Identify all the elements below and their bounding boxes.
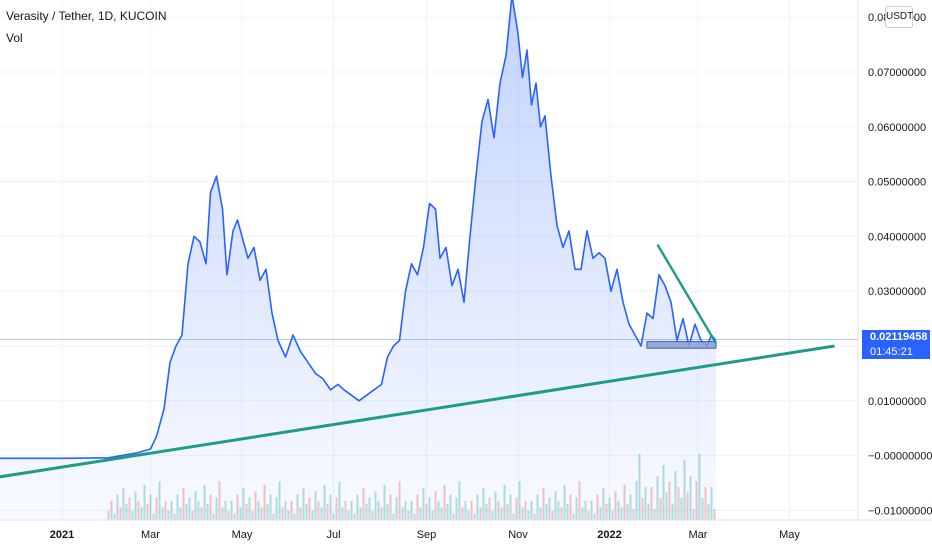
x-tick-label: Sep xyxy=(417,529,437,541)
current-price-tag: 0.02119458 xyxy=(862,330,930,345)
trendline-support[interactable] xyxy=(0,344,835,480)
x-tick-label: May xyxy=(779,529,800,541)
x-tick-label: 2021 xyxy=(50,529,74,541)
x-tick-label: Jul xyxy=(326,529,340,541)
price-line xyxy=(0,0,717,460)
x-tick-label: May xyxy=(232,529,253,541)
volume-indicator-label[interactable]: Vol xyxy=(6,31,23,45)
symbol-title[interactable]: Verasity / Tether, 1D, KUCOIN xyxy=(6,9,167,23)
x-tick-label: Nov xyxy=(508,529,528,541)
support-zone[interactable] xyxy=(646,341,717,349)
x-tick-label: Mar xyxy=(141,529,160,541)
y-tick-label: 0.07000000 xyxy=(868,67,926,79)
trendline-resistance[interactable] xyxy=(656,244,718,344)
y-tick-label: −0.01000000 xyxy=(868,505,932,517)
x-tick-label: 2022 xyxy=(597,529,621,541)
y-tick-label: 0.05000000 xyxy=(868,177,926,189)
price-axis[interactable]: 0.080000000.070000000.060000000.05000000… xyxy=(868,12,932,517)
currency-badge[interactable]: USDT xyxy=(885,6,913,28)
x-tick-label: Mar xyxy=(689,529,708,541)
y-tick-label: 0.06000000 xyxy=(868,122,926,134)
trendlines[interactable] xyxy=(0,244,835,481)
y-tick-label: 0.01000000 xyxy=(868,396,926,408)
time-axis[interactable]: 2021 Mar May Jul Sep Nov 2022 Mar May xyxy=(50,529,801,541)
y-tick-label: −0.00000000 xyxy=(868,451,932,463)
bar-countdown: 01:45:21 xyxy=(862,345,930,359)
y-tick-label: 0.03000000 xyxy=(868,286,926,298)
y-tick-label: 0.04000000 xyxy=(868,231,926,243)
price-area xyxy=(0,0,716,520)
